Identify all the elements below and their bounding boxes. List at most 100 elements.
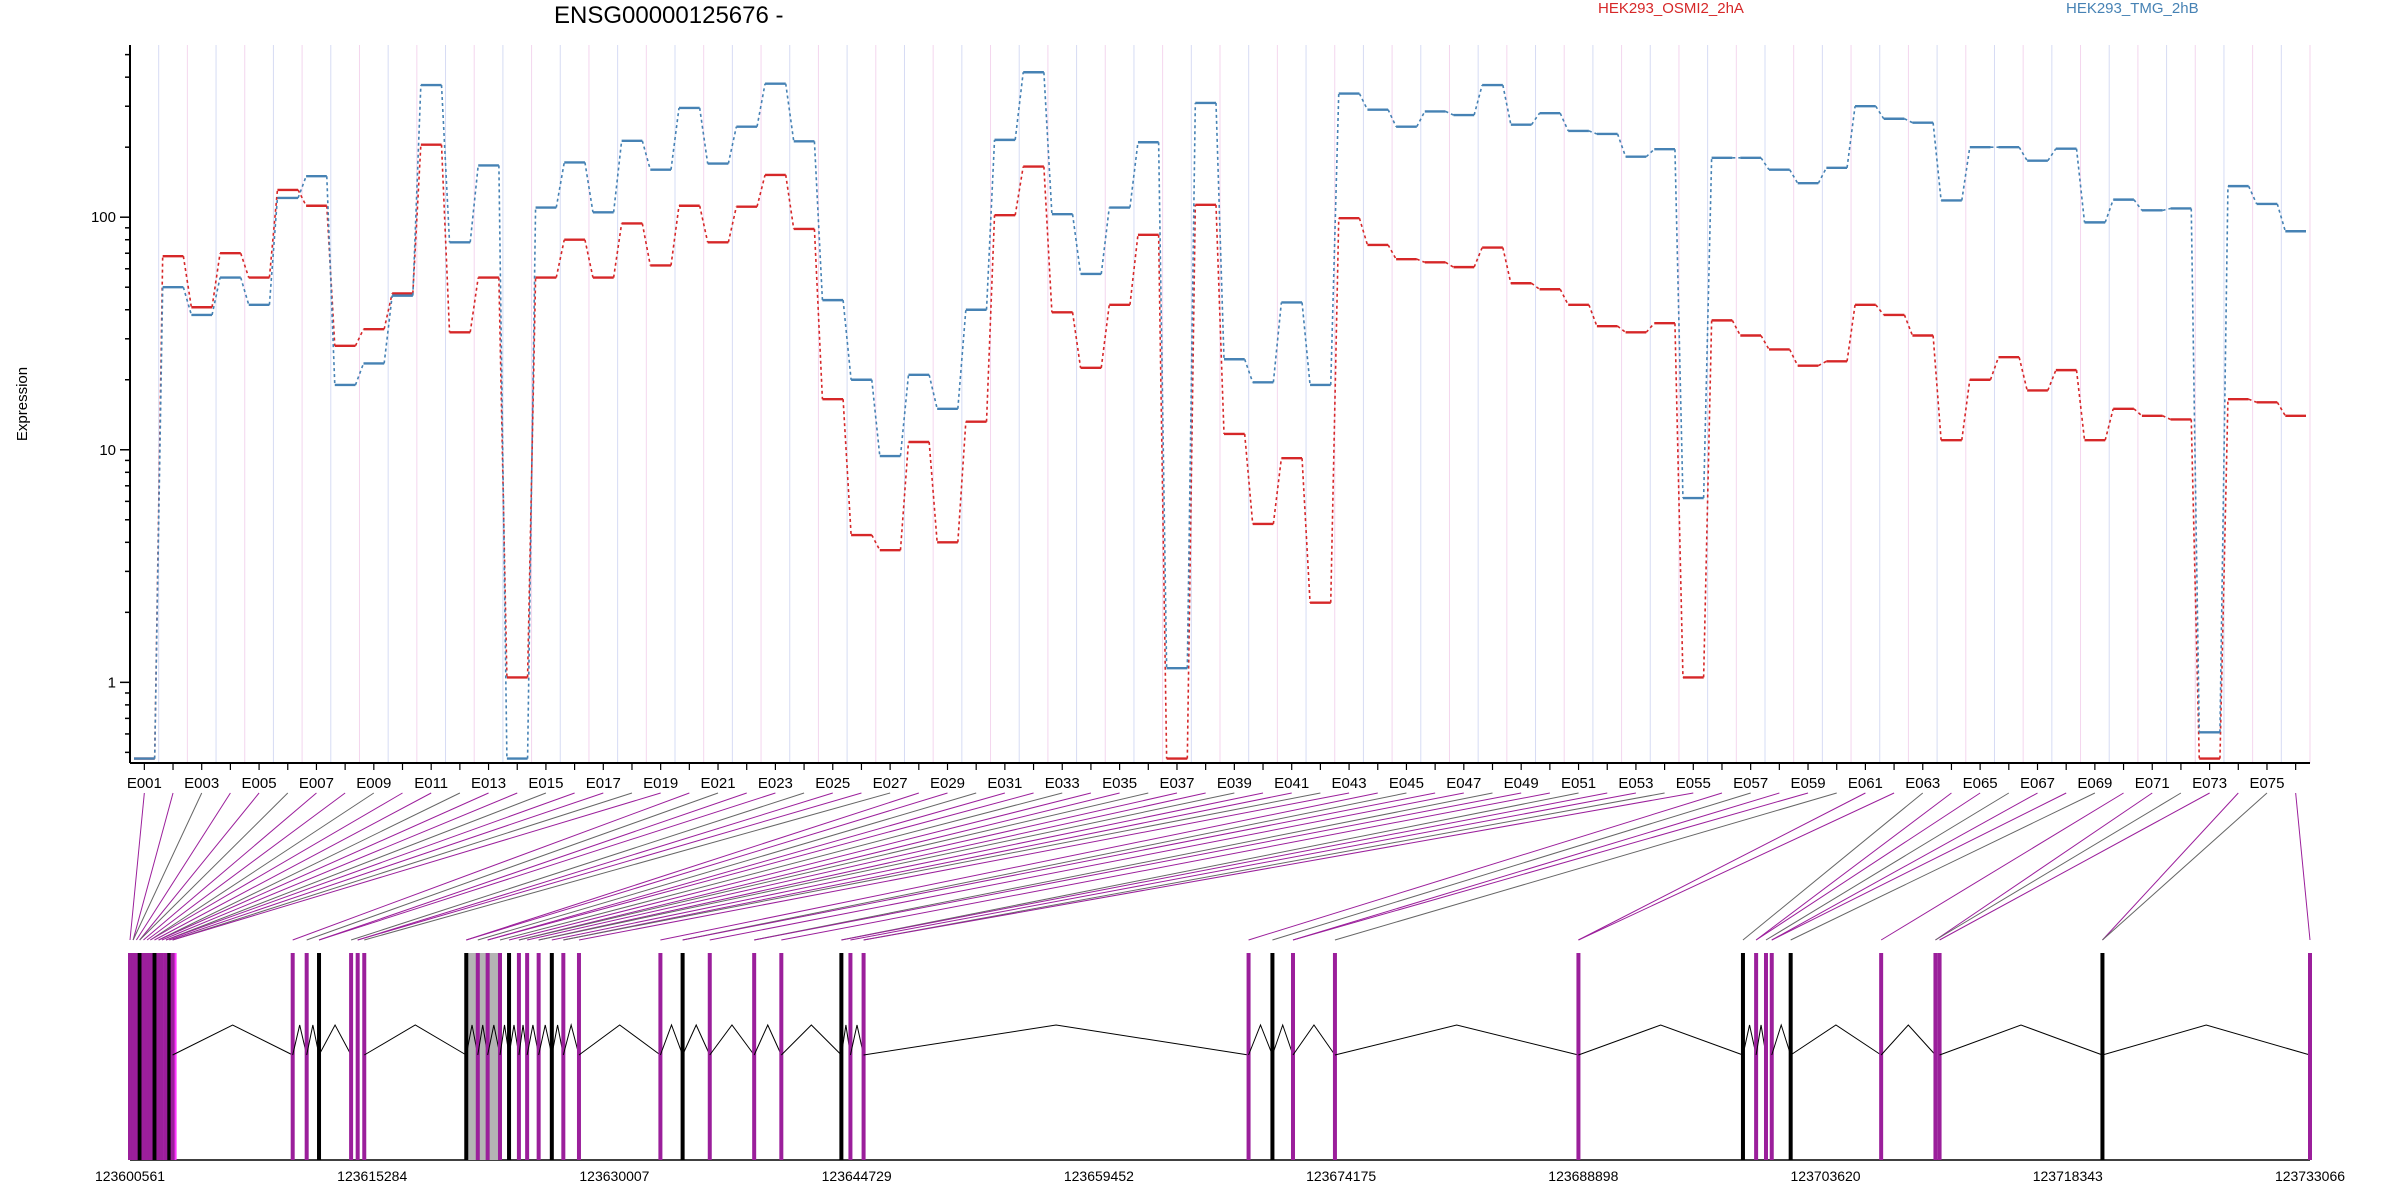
series-connector	[526, 207, 537, 759]
series-connector	[584, 162, 594, 213]
x-tick-label: E059	[1791, 775, 1826, 792]
x-tick-label: E055	[1676, 775, 1711, 792]
exon-bar	[1879, 953, 1884, 1160]
series-connector	[1531, 282, 1541, 290]
series-connector	[1674, 149, 1684, 499]
exon-connector	[863, 792, 1665, 941]
series-connector	[1358, 93, 1369, 111]
intron-line	[1790, 1024, 1882, 1056]
series-connector	[2047, 148, 2057, 162]
genomic-tick-label: 123644729	[822, 1168, 892, 1184]
exon-connector	[357, 792, 862, 941]
exon-grid	[129, 45, 2311, 763]
series-connector	[2190, 419, 2201, 759]
exon-connector	[1248, 792, 1723, 941]
series-connector	[297, 189, 307, 207]
x-tick-label: E047	[1446, 775, 1481, 792]
exon-bar	[576, 953, 581, 1160]
series-connector	[1616, 133, 1627, 157]
exon-connector	[146, 792, 346, 941]
exon-connector	[841, 792, 1579, 941]
intron-line	[318, 1023, 352, 1056]
exon-connector	[161, 792, 518, 941]
intron-line	[1578, 1024, 1744, 1056]
y-axis: 1 10 100	[91, 45, 131, 763]
exon-bar	[549, 953, 554, 1160]
series-connector	[325, 205, 336, 346]
intron-line	[578, 1024, 661, 1056]
series-connector	[1588, 130, 1598, 135]
exon-connector	[150, 792, 403, 941]
exon-bar	[839, 953, 844, 1160]
series-connector	[2248, 398, 2257, 404]
exon-connector	[477, 792, 977, 941]
series-connector	[1014, 166, 1024, 216]
exon-connector	[143, 792, 317, 941]
exon-bar	[525, 953, 530, 1160]
series-connector	[1904, 118, 1913, 124]
intron-line	[1939, 1024, 2103, 1056]
x-tick-label: E037	[1159, 775, 1194, 792]
legend-series-a: HEK293_OSMI2_2hA	[1598, 0, 1744, 17]
exon-bar	[1290, 953, 1295, 1160]
series-connector	[1588, 304, 1598, 327]
series-connector	[813, 141, 824, 301]
x-tick-label: E041	[1274, 775, 1309, 792]
intron-line	[780, 1024, 842, 1056]
series-connector	[957, 421, 967, 543]
exon-connector	[508, 792, 1092, 941]
series-connector	[1445, 261, 1454, 268]
exon-connector	[1939, 792, 2210, 941]
series-connector	[211, 277, 221, 316]
genomic-tick-label: 123733066	[2275, 1168, 2345, 1184]
intron-line	[172, 1024, 293, 1056]
series-connector	[526, 277, 537, 678]
x-tick-label: E051	[1561, 775, 1596, 792]
series-connector	[182, 286, 193, 316]
exon-bar	[170, 953, 175, 1160]
series-connector	[584, 239, 594, 278]
exon-connector	[158, 792, 461, 941]
series-connector	[784, 83, 795, 142]
x-tick-label: E065	[1963, 775, 1998, 792]
series-connector	[1157, 142, 1168, 669]
exon-bar	[317, 953, 322, 1160]
genomic-tick-label: 123600561	[95, 1168, 165, 1184]
exon-bar	[145, 953, 150, 1160]
intron-line	[1248, 1023, 1273, 1056]
x-tick-label: E033	[1045, 775, 1080, 792]
series-connector	[383, 295, 393, 364]
series-connector	[555, 162, 566, 208]
exon-connector	[357, 792, 833, 941]
exon-bar	[1937, 953, 1942, 1160]
series-connector	[1272, 458, 1283, 525]
exon-connector	[132, 792, 174, 941]
exon-connector	[563, 792, 1292, 941]
series-connector	[985, 139, 996, 310]
intron-line	[538, 1024, 553, 1056]
y-tick-label: 10	[99, 442, 116, 459]
series-connector	[1387, 244, 1397, 260]
x-tick-label: E021	[701, 775, 736, 792]
series-connector	[2162, 415, 2171, 421]
series-connector	[1215, 102, 1225, 360]
series-connector	[870, 379, 881, 457]
exon-connector	[172, 792, 633, 941]
series-connector	[1875, 304, 1885, 316]
series-connector	[1875, 105, 1885, 120]
series-connector	[412, 85, 422, 296]
series-connector	[555, 239, 566, 278]
exon-connector	[499, 792, 1063, 941]
series-connector	[985, 215, 996, 422]
series-connector	[182, 256, 193, 308]
genomic-tick-label: 123718343	[2033, 1168, 2103, 1184]
series-connector	[1445, 110, 1454, 116]
legend-series-b: HEK293_TMG_2hB	[2066, 0, 2199, 17]
exon-bar	[362, 953, 367, 1160]
series-connector	[239, 277, 250, 306]
exon-connector	[527, 792, 1178, 941]
exon-connector	[487, 792, 1006, 941]
exon-connector	[1755, 792, 1952, 941]
exon-connector	[551, 792, 1264, 941]
exon-connector	[1272, 792, 1751, 941]
